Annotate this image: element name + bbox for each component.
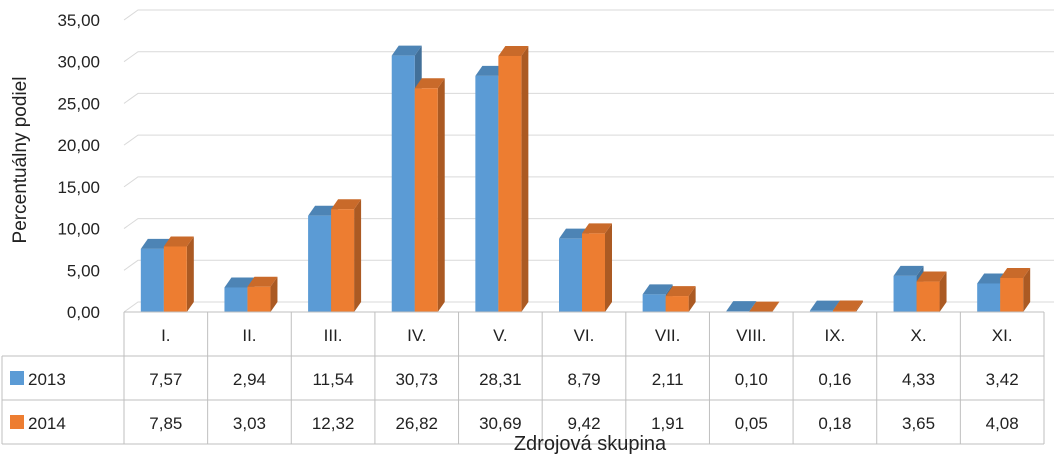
data-label: 2,94 xyxy=(233,370,266,389)
data-label: 0,10 xyxy=(735,370,768,389)
bar xyxy=(163,236,194,312)
legend-label: 2014 xyxy=(28,414,66,433)
data-label: 7,57 xyxy=(149,370,182,389)
data-label: 0,05 xyxy=(735,414,768,433)
x-tick-label: X. xyxy=(911,326,927,345)
bar xyxy=(331,199,362,312)
x-tick-label: IV. xyxy=(407,326,426,345)
x-tick-label: I. xyxy=(161,326,170,345)
y-axis-ticks: 0,00 5,00 10,00 15,00 20,00 25,00 30,00 35,00 xyxy=(57,11,100,322)
data-label: 7,85 xyxy=(149,414,182,433)
data-label: 4,08 xyxy=(986,414,1019,433)
data-label: 2,11 xyxy=(652,370,684,389)
y-tick-label: 10,00 xyxy=(57,220,100,239)
y-axis-title: Percentuálny podiel xyxy=(10,77,31,244)
y-tick-label: 35,00 xyxy=(57,11,100,30)
data-label: 28,31 xyxy=(479,370,522,389)
bar xyxy=(498,45,529,313)
bar xyxy=(582,223,612,312)
data-label: 0,16 xyxy=(818,370,851,389)
x-tick-label: XI. xyxy=(992,326,1013,345)
y-tick-label: 30,00 xyxy=(57,53,100,72)
x-tick-label: V. xyxy=(493,326,508,345)
data-table: I. II. III. IV. V. VI. VII. VIII. IX. X. XI. 2013 7,… xyxy=(1,311,1045,445)
y-tick-label: 15,00 xyxy=(57,178,100,197)
legend-key xyxy=(10,371,24,385)
bar xyxy=(916,271,947,312)
data-label: 3,03 xyxy=(233,414,266,433)
data-label: 0,18 xyxy=(818,414,851,433)
grid-lines xyxy=(123,9,1054,313)
data-label: 26,82 xyxy=(395,414,438,433)
x-tick-label: II. xyxy=(242,326,256,345)
data-label: 8,79 xyxy=(567,370,600,389)
y-tick-label: 25,00 xyxy=(57,94,100,113)
x-tick-label: IX. xyxy=(825,326,846,345)
x-tick-label: VII. xyxy=(655,326,681,345)
y-tick-label: 5,00 xyxy=(67,261,100,280)
legend-label: 2013 xyxy=(28,370,66,389)
x-tick-label: III. xyxy=(324,326,343,345)
data-label: 3,65 xyxy=(902,414,935,433)
bar xyxy=(1000,267,1031,312)
x-tick-label: VI. xyxy=(574,326,595,345)
gridline xyxy=(123,134,1054,146)
data-label: 9,42 xyxy=(567,414,600,433)
data-label: 1,91 xyxy=(651,414,684,433)
data-label: 30,69 xyxy=(479,414,522,433)
bar xyxy=(665,286,696,312)
bar xyxy=(414,78,445,312)
data-label: 4,33 xyxy=(902,370,935,389)
gridline xyxy=(123,259,1054,271)
bar xyxy=(832,300,863,312)
data-label: 12,32 xyxy=(312,414,355,433)
x-axis-title: Zdrojová skupina xyxy=(514,433,667,455)
gridline xyxy=(123,218,1054,229)
y-tick-label: 0,00 xyxy=(67,303,100,322)
bars xyxy=(140,45,1031,313)
data-label: 11,54 xyxy=(312,370,353,389)
data-label: 30,73 xyxy=(395,370,438,389)
gridline xyxy=(123,51,1054,63)
data-label: 3,42 xyxy=(986,370,1019,389)
x-tick-label: VIII. xyxy=(736,326,766,345)
gridline xyxy=(123,92,1054,104)
gridline xyxy=(123,176,1054,188)
legend-key xyxy=(10,415,24,429)
y-tick-label: 20,00 xyxy=(57,136,100,155)
gridline xyxy=(123,9,1054,21)
bar xyxy=(247,276,278,312)
